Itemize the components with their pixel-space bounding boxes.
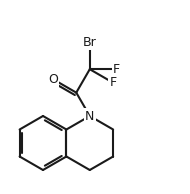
Text: Br: Br xyxy=(83,36,97,49)
Text: O: O xyxy=(48,73,58,86)
Text: F: F xyxy=(110,76,117,89)
Text: N: N xyxy=(85,109,94,122)
Text: F: F xyxy=(113,63,120,76)
